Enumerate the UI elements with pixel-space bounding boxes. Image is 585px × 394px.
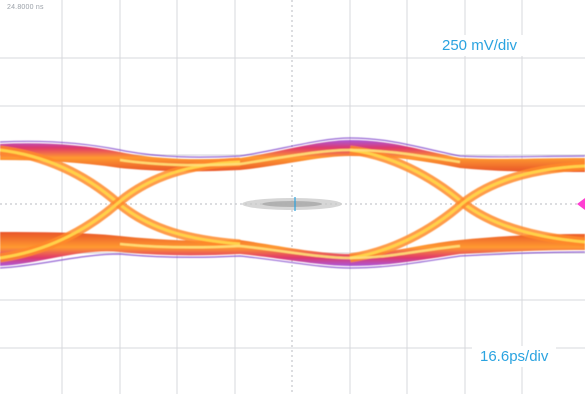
eye-traces	[0, 137, 585, 269]
vertical-scale-label: 250 mV/div	[434, 35, 526, 56]
horizontal-scale-label: 16.6ps/div	[472, 346, 557, 367]
top-readout: 24.8000 ns	[7, 4, 44, 11]
reference-level-marker[interactable]	[577, 198, 585, 210]
bottom-rail-band	[0, 232, 585, 266]
